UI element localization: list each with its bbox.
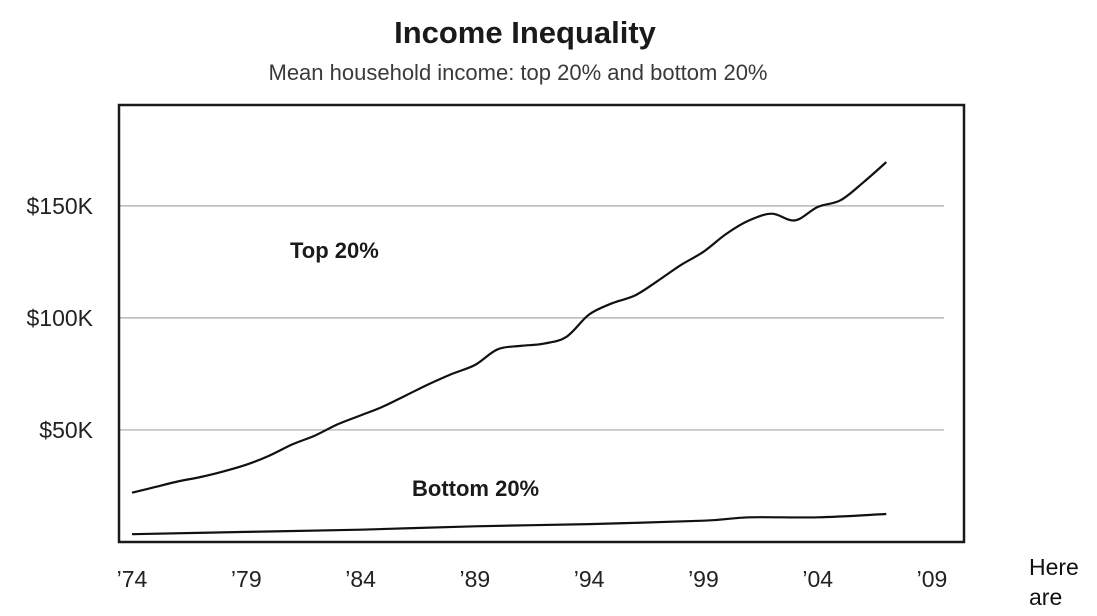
x-tick-label: ’79 [231,566,262,592]
y-tick-label: $100K [26,305,93,331]
side-caption: Here are [1029,552,1079,612]
x-tick-label: ’94 [574,566,605,592]
side-caption-line-1: Here [1029,554,1079,580]
series-line-bottom-20 [131,512,887,536]
gridlines [119,205,944,431]
x-tick-label: ’09 [917,566,948,592]
series-line-top-20 [131,161,888,494]
x-tick-label: ’74 [117,566,148,592]
series-lines [131,161,888,536]
plot-frame [117,103,966,544]
series-label-top-20: Top 20% [290,238,379,263]
y-tick-label: $50K [39,417,93,443]
x-tick-label: ’99 [688,566,719,592]
y-axis-ticks: $50K $100K $150K [26,193,93,443]
x-tick-label: ’04 [802,566,833,592]
y-tick-label: $150K [26,193,93,219]
series-label-bottom-20: Bottom 20% [412,476,539,501]
x-tick-label: ’84 [345,566,376,592]
x-axis-ticks: ’74 ’79 ’84 ’89 ’94 ’99 ’04 ’09 [117,566,948,592]
chart-title: Income Inequality [394,15,657,50]
x-tick-label: ’89 [460,566,491,592]
chart-subtitle: Mean household income: top 20% and botto… [269,60,768,85]
side-caption-line-2: are [1029,584,1063,610]
